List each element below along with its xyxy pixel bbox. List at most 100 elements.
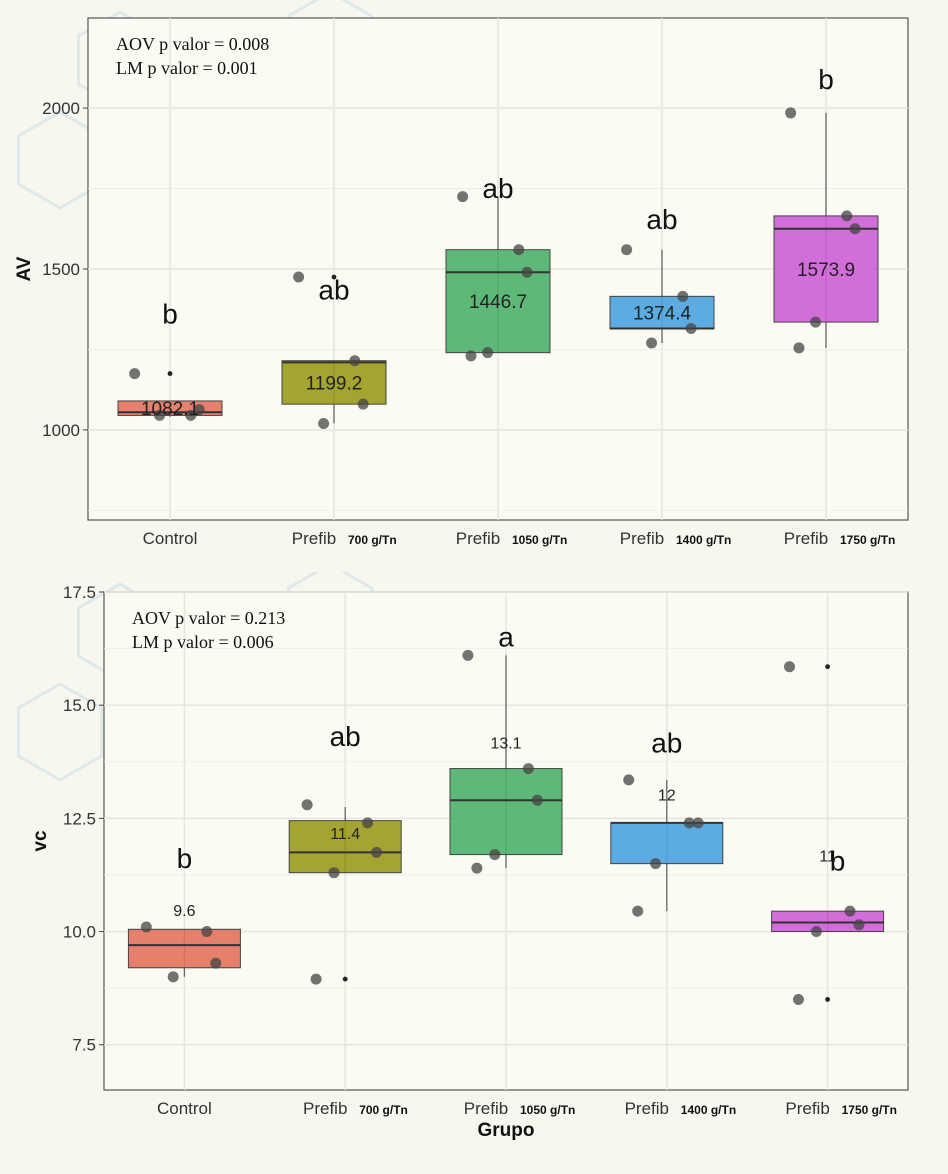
data-point xyxy=(310,973,322,985)
x-tick-sublabel: 1750 g/Tn xyxy=(842,1103,897,1117)
x-tick-label: Prefib xyxy=(292,529,336,548)
data-point xyxy=(210,957,222,969)
y-tick-label: 2000 xyxy=(42,99,80,118)
mean-label: 13.1 xyxy=(490,735,521,752)
data-point xyxy=(650,858,662,870)
outlier-point xyxy=(342,976,348,982)
data-point xyxy=(844,905,856,917)
significance-letter: b xyxy=(162,299,178,330)
data-point xyxy=(849,223,861,235)
x-tick-label: Prefib xyxy=(785,1099,829,1118)
box-group: 1374.4 ab xyxy=(609,204,715,349)
data-point xyxy=(793,342,805,354)
data-point xyxy=(185,409,197,421)
mean-label: 1082.1 xyxy=(141,399,199,420)
data-point xyxy=(357,398,369,410)
p-value-annotation: LM p valor = 0.006 xyxy=(132,632,274,652)
p-value-annotation: LM p valor = 0.001 xyxy=(116,58,258,78)
x-tick-label: Control xyxy=(143,529,198,548)
x-tick-label: Prefib xyxy=(456,529,500,548)
data-point xyxy=(841,210,853,222)
significance-letter: ab xyxy=(330,721,361,752)
data-point xyxy=(785,107,797,119)
data-point xyxy=(522,763,534,775)
x-tick-sublabel: 1400 g/Tn xyxy=(676,533,731,547)
significance-letter: ab xyxy=(646,204,677,235)
significance-letter: ab xyxy=(318,275,349,306)
box xyxy=(281,360,387,405)
significance-letter: ab xyxy=(482,173,513,204)
data-point xyxy=(167,971,179,983)
mean-label: 1199.2 xyxy=(306,373,363,394)
mean-label: 1446.7 xyxy=(469,292,527,313)
box xyxy=(771,910,885,933)
p-value-annotation: AOV p valor = 0.008 xyxy=(116,34,269,54)
mean-label: 1573.9 xyxy=(797,260,855,281)
data-point xyxy=(462,649,474,661)
data-point xyxy=(810,926,822,938)
y-tick-label: 17.5 xyxy=(63,583,96,602)
box-group: 9.6 b xyxy=(127,843,241,983)
data-point xyxy=(513,244,525,256)
y-tick-label: 10.0 xyxy=(63,923,96,942)
data-point xyxy=(457,191,469,203)
x-tick-label: Prefib xyxy=(464,1099,508,1118)
data-point xyxy=(362,817,374,829)
significance-letter: b xyxy=(818,64,834,95)
y-tick-label: 1000 xyxy=(42,421,80,440)
y-tick-label: 7.5 xyxy=(72,1036,96,1055)
x-tick-label: Control xyxy=(157,1099,212,1118)
p-value-annotation: AOV p valor = 0.213 xyxy=(132,608,285,628)
data-point xyxy=(677,290,689,302)
significance-letter: b xyxy=(830,845,846,876)
av-boxplot-figure: 1000 1500 2000 1082.1 b 1199.2 ab 1446.7 ab 1374.… xyxy=(0,0,948,548)
data-point xyxy=(521,266,533,278)
data-point xyxy=(318,417,330,429)
data-point xyxy=(683,817,695,829)
significance-letter: a xyxy=(498,621,514,652)
x-tick-sublabel: 700 g/Tn xyxy=(359,1103,408,1117)
data-point xyxy=(489,849,501,861)
data-point xyxy=(810,316,822,328)
box-group: 13.1 a xyxy=(449,621,563,874)
data-point xyxy=(371,846,383,858)
x-tick-label: Prefib xyxy=(625,1099,669,1118)
box-group: 1199.2 ab xyxy=(281,271,387,429)
mean-label: 12 xyxy=(658,787,676,804)
y-axis-title: AV xyxy=(14,256,35,281)
box xyxy=(609,295,715,330)
data-point xyxy=(140,921,152,933)
box xyxy=(773,215,879,323)
y-tick-label: 15.0 xyxy=(63,696,96,715)
data-point xyxy=(301,799,313,811)
data-point xyxy=(632,905,644,917)
x-axis-title: Grupo xyxy=(478,1120,535,1141)
box-group: 12 ab xyxy=(610,728,724,917)
data-point xyxy=(201,926,213,938)
data-point xyxy=(621,244,633,256)
y-tick-label: 12.5 xyxy=(63,809,96,828)
data-point xyxy=(853,919,865,931)
box xyxy=(445,249,551,354)
data-point xyxy=(471,862,483,874)
data-point xyxy=(193,404,205,416)
background-hexagon xyxy=(16,682,104,782)
mean-label: 11 xyxy=(819,849,836,866)
data-point xyxy=(482,347,494,359)
x-tick-sublabel: 1750 g/Tn xyxy=(840,533,895,547)
data-point xyxy=(349,355,361,367)
x-tick-label: Prefib xyxy=(620,529,664,548)
data-point xyxy=(792,993,804,1005)
box-group: 1573.9 b xyxy=(773,64,879,354)
y-tick-label: 1500 xyxy=(42,260,80,279)
data-point xyxy=(692,817,704,829)
outlier-point xyxy=(167,371,173,376)
x-tick-sublabel: 700 g/Tn xyxy=(348,533,397,547)
box xyxy=(449,768,563,856)
data-point xyxy=(646,337,658,349)
box xyxy=(127,928,241,969)
x-tick-label: Prefib xyxy=(784,529,828,548)
y-axis-title: vc xyxy=(30,830,51,852)
